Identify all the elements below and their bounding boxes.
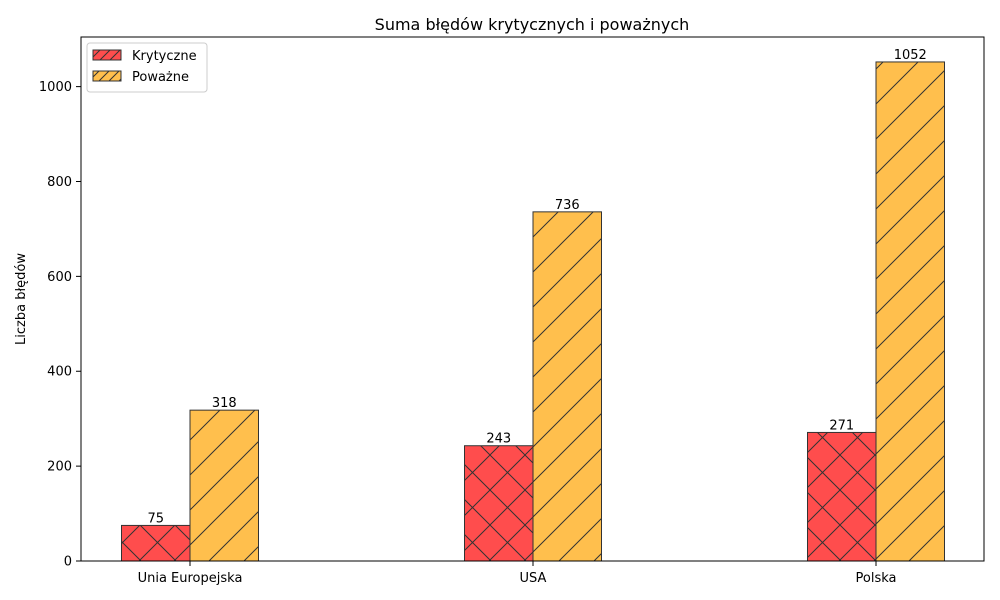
y-tick-label: 600	[47, 270, 72, 285]
data-label-poważne-2: 1052	[894, 48, 927, 63]
y-axis-ticks: 0 200 400 600 800 1000	[39, 80, 81, 570]
data-label-poważne-1: 736	[555, 198, 580, 213]
plot-frame	[80, 36, 985, 562]
y-tick-label: 200	[47, 460, 72, 475]
y-axis-label: Liczba błędów	[14, 253, 29, 345]
data-labels-group: 75 243 271 318 736 1052	[147, 48, 926, 526]
y-tick-label: 400	[47, 365, 72, 380]
x-axis-ticks: Unia Europejska USA Polska	[138, 561, 897, 586]
data-label-krytyczne-2: 271	[829, 418, 854, 433]
legend-label-krytyczne: Krytyczne	[132, 49, 197, 64]
y-tick-label: 1000	[39, 80, 72, 95]
data-label-krytyczne-1: 243	[486, 432, 511, 447]
x-tick-label: Polska	[856, 571, 897, 586]
bar-hatch-poważne-1	[532, 211, 602, 562]
chart-title: Suma błędów krytycznych i poważnych	[375, 15, 690, 34]
bars-group	[121, 61, 945, 562]
bar-hatch-krytyczne-1	[464, 445, 534, 562]
legend-label-poważne: Poważne	[132, 70, 189, 85]
legend-swatch-hatch-poważne	[92, 70, 122, 82]
x-tick-label: Unia Europejska	[138, 571, 243, 586]
y-tick-label: 0	[64, 555, 72, 570]
bar-hatch-krytyczne-0	[121, 524, 191, 562]
legend: Krytyczne Poważne	[86, 42, 208, 93]
x-tick-label: USA	[520, 571, 547, 586]
data-label-krytyczne-0: 75	[147, 511, 164, 526]
y-tick-label: 800	[47, 175, 72, 190]
legend-swatch-hatch-krytyczne	[92, 49, 122, 61]
bar-hatch-poważne-0	[189, 409, 259, 562]
bar-hatch-krytyczne-2	[807, 431, 877, 562]
data-label-poważne-0: 318	[212, 396, 237, 411]
bar-hatch-poważne-2	[875, 61, 945, 562]
